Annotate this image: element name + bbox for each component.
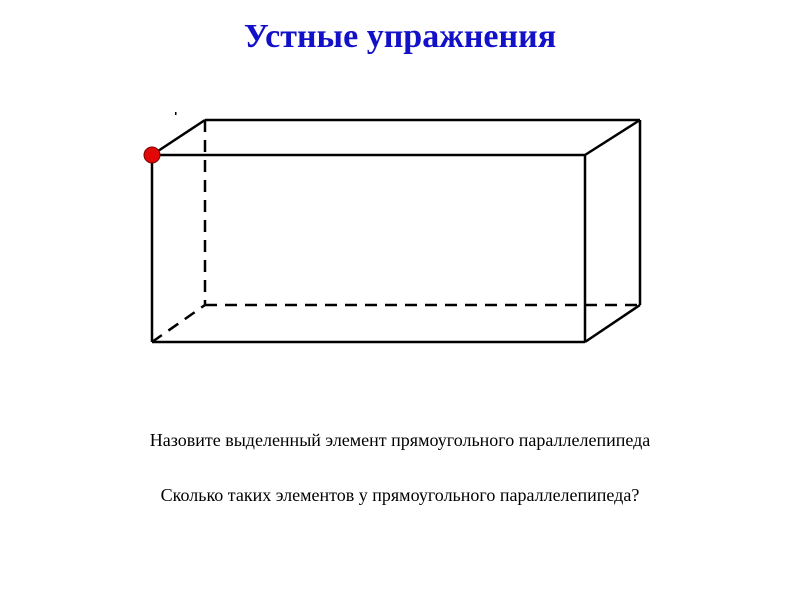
highlighted-vertex-icon <box>144 147 160 163</box>
slide-title: Устные упражнения <box>0 18 800 56</box>
parallelepiped-diagram <box>130 110 660 355</box>
stray-tick <box>175 112 177 115</box>
slide: Устные упражнения Назовите выделенный эл… <box>0 0 800 600</box>
caption-line-1: Назовите выделенный элемент прямоугольно… <box>0 430 800 451</box>
caption-line-2: Сколько таких элементов у прямоугольного… <box>0 485 800 506</box>
